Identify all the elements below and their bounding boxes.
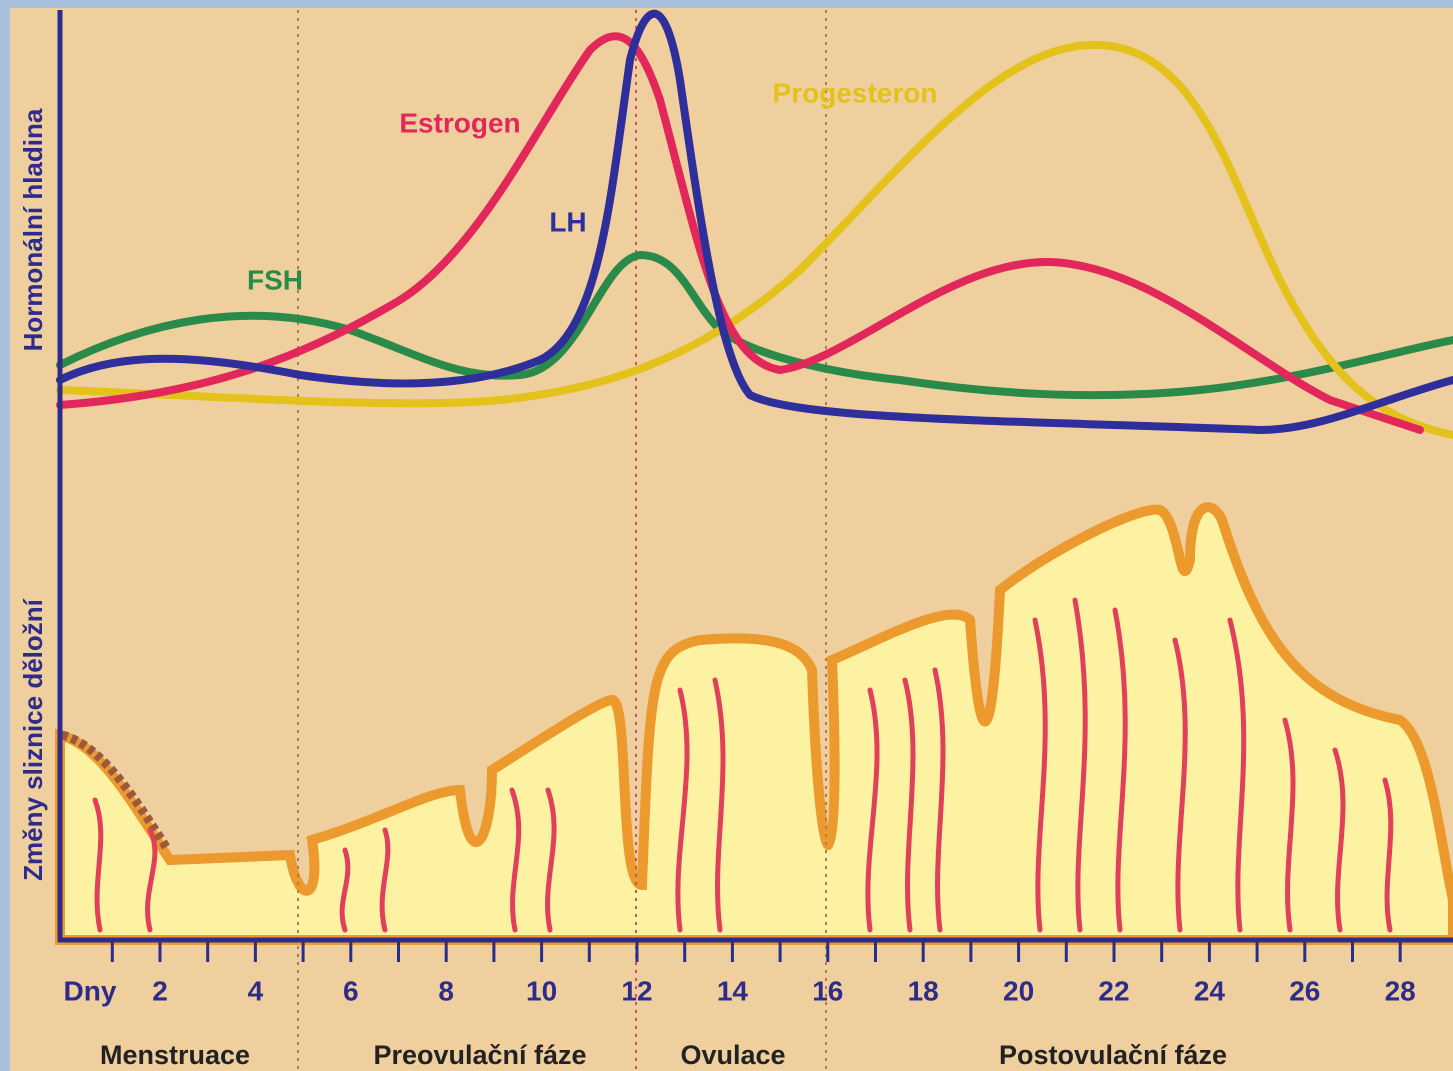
x-tick-label: 4 — [248, 975, 264, 1006]
curve-label: FSH — [247, 264, 303, 295]
phase-label: Menstruace — [100, 1040, 250, 1070]
x-tick-label: 18 — [908, 975, 939, 1006]
phase-label: Ovulace — [680, 1040, 785, 1070]
curve-label: Progesteron — [773, 77, 938, 108]
x-tick-label: 2 — [152, 975, 168, 1006]
x-tick-label: 22 — [1098, 975, 1129, 1006]
x-tick-label: 12 — [621, 975, 652, 1006]
x-tick-label: 10 — [526, 975, 557, 1006]
x-tick-label: 6 — [343, 975, 359, 1006]
y-top-label: Hormonální hladina — [18, 108, 48, 351]
page: Hormonální cyklus html, body { margin: 0… — [0, 0, 1453, 1071]
page-body: {"axes": {"y_top_label": "Hormonální hla… — [0, 0, 1453, 1071]
x-tick-label: 16 — [812, 975, 843, 1006]
x-tick-label: 28 — [1385, 975, 1416, 1006]
phase-label: Preovulační fáze — [373, 1040, 586, 1070]
x-tick-label: 20 — [1003, 975, 1034, 1006]
x-unit-label: Dny — [64, 975, 117, 1006]
x-tick-label: 8 — [438, 975, 454, 1006]
curve-label: Estrogen — [399, 107, 520, 138]
curve-label: LH — [549, 206, 586, 237]
y-bottom-label: Změny sliznice děložní — [18, 598, 48, 881]
phase-label: Postovulační fáze — [999, 1040, 1227, 1070]
x-tick-label: 14 — [717, 975, 749, 1006]
diagram: 246810121416182022242628 Hormonální hlad… — [0, 0, 1453, 1071]
x-tick-label: 26 — [1289, 975, 1320, 1006]
x-tick-label: 24 — [1194, 975, 1226, 1006]
